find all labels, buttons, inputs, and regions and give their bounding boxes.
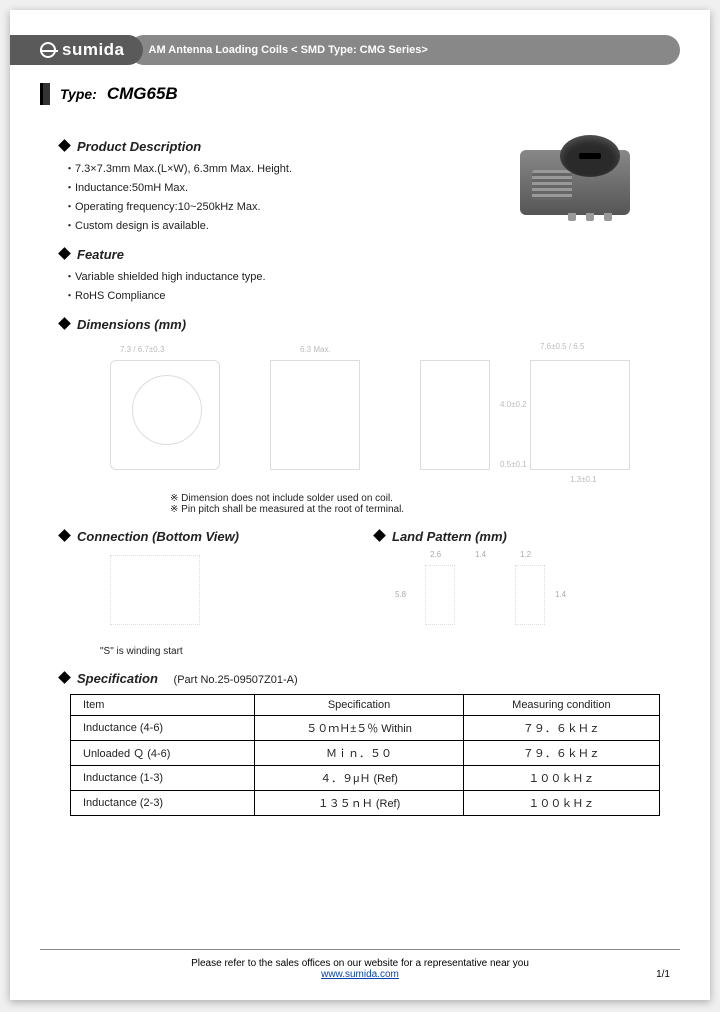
table-cell: Ｍｉｎ．５０ <box>255 741 463 766</box>
connection-drawing <box>70 550 345 640</box>
section-land-pattern: Land Pattern (mm) <box>375 529 660 544</box>
table-cell: Inductance (2-3) <box>71 791 255 816</box>
dimensions-notes: Dimension does not include solder used o… <box>170 493 660 515</box>
diamond-icon <box>58 529 71 542</box>
diamond-icon <box>58 247 71 260</box>
feature-list: Variable shielded high inductance type. … <box>70 268 660 303</box>
col-item: Item <box>71 695 255 716</box>
land-pattern-drawing: 2.6 1.4 1.2 5.8 1.4 <box>385 550 660 640</box>
footer-text: Please refer to the sales offices on our… <box>10 958 710 969</box>
col-spec: Specification <box>255 695 463 716</box>
type-row: Type: CMG65B <box>40 83 680 105</box>
diamond-icon <box>373 529 386 542</box>
table-cell: ７９．６ｋＨｚ <box>463 716 659 741</box>
connection-caption: "S" is winding start <box>100 646 345 657</box>
section-feature: Feature <box>60 247 660 262</box>
feat-item: RoHS Compliance <box>70 287 660 303</box>
table-row: Inductance (2-3)１３５ｎＨ (Ref)１００ｋＨｚ <box>71 791 660 816</box>
table-cell: １３５ｎＨ (Ref) <box>255 791 463 816</box>
page-footer: Please refer to the sales offices on our… <box>10 949 710 980</box>
table-cell: Inductance (4-6) <box>71 716 255 741</box>
section-dimensions: Dimensions (mm) <box>60 317 660 332</box>
table-cell: ５０ｍＨ±５％ Within <box>255 716 463 741</box>
table-cell: ４．９μＨ (Ref) <box>255 766 463 791</box>
header-bar: sumida AM Antenna Loading Coils < SMD Ty… <box>10 35 680 65</box>
table-cell: Unloaded Ｑ (4-6) <box>71 741 255 766</box>
table-row: Inductance (1-3)４．９μＨ (Ref)１００ｋＨｚ <box>71 766 660 791</box>
diamond-icon <box>58 139 71 152</box>
table-cell: ７９．６ｋＨｚ <box>463 741 659 766</box>
note-item: Pin pitch shall be measured at the root … <box>170 504 660 515</box>
section-specification: Specification (Part No.25-09507Z01-A) <box>60 671 660 686</box>
doc-title: AM Antenna Loading Coils < SMD Type: CMG… <box>129 35 680 65</box>
specification-table: Item Specification Measuring condition I… <box>70 694 660 816</box>
brand-logo: sumida <box>10 35 143 65</box>
table-cell: １００ｋＨｚ <box>463 766 659 791</box>
section-connection: Connection (Bottom View) <box>60 529 345 544</box>
type-value: CMG65B <box>107 84 178 104</box>
col-cond: Measuring condition <box>463 695 659 716</box>
footer-link[interactable]: www.sumida.com <box>321 969 399 980</box>
datasheet-page: sumida AM Antenna Loading Coils < SMD Ty… <box>10 10 710 1000</box>
page-number: 1/1 <box>656 969 670 980</box>
table-row: Unloaded Ｑ (4-6)Ｍｉｎ．５０７９．６ｋＨｚ <box>71 741 660 766</box>
product-photo <box>520 140 650 230</box>
type-bar-icon <box>40 83 50 105</box>
type-label: Type: <box>60 86 97 102</box>
table-cell: １００ｋＨｚ <box>463 791 659 816</box>
table-row: Inductance (4-6)５０ｍＨ±５％ Within７９．６ｋＨｚ <box>71 716 660 741</box>
table-cell: Inductance (1-3) <box>71 766 255 791</box>
brand-text: sumida <box>62 40 125 60</box>
note-item: Dimension does not include solder used o… <box>170 493 660 504</box>
part-number: (Part No.25-09507Z01-A) <box>174 674 298 686</box>
sumida-logo-icon <box>40 42 56 58</box>
diamond-icon <box>58 317 71 330</box>
dimensions-drawing: 7.3 / 6.7±0.3 6.3 Max. 7.6±0.5 / 6.5 4.0… <box>70 340 660 490</box>
table-header-row: Item Specification Measuring condition <box>71 695 660 716</box>
diamond-icon <box>58 671 71 684</box>
feat-item: Variable shielded high inductance type. <box>70 268 660 284</box>
